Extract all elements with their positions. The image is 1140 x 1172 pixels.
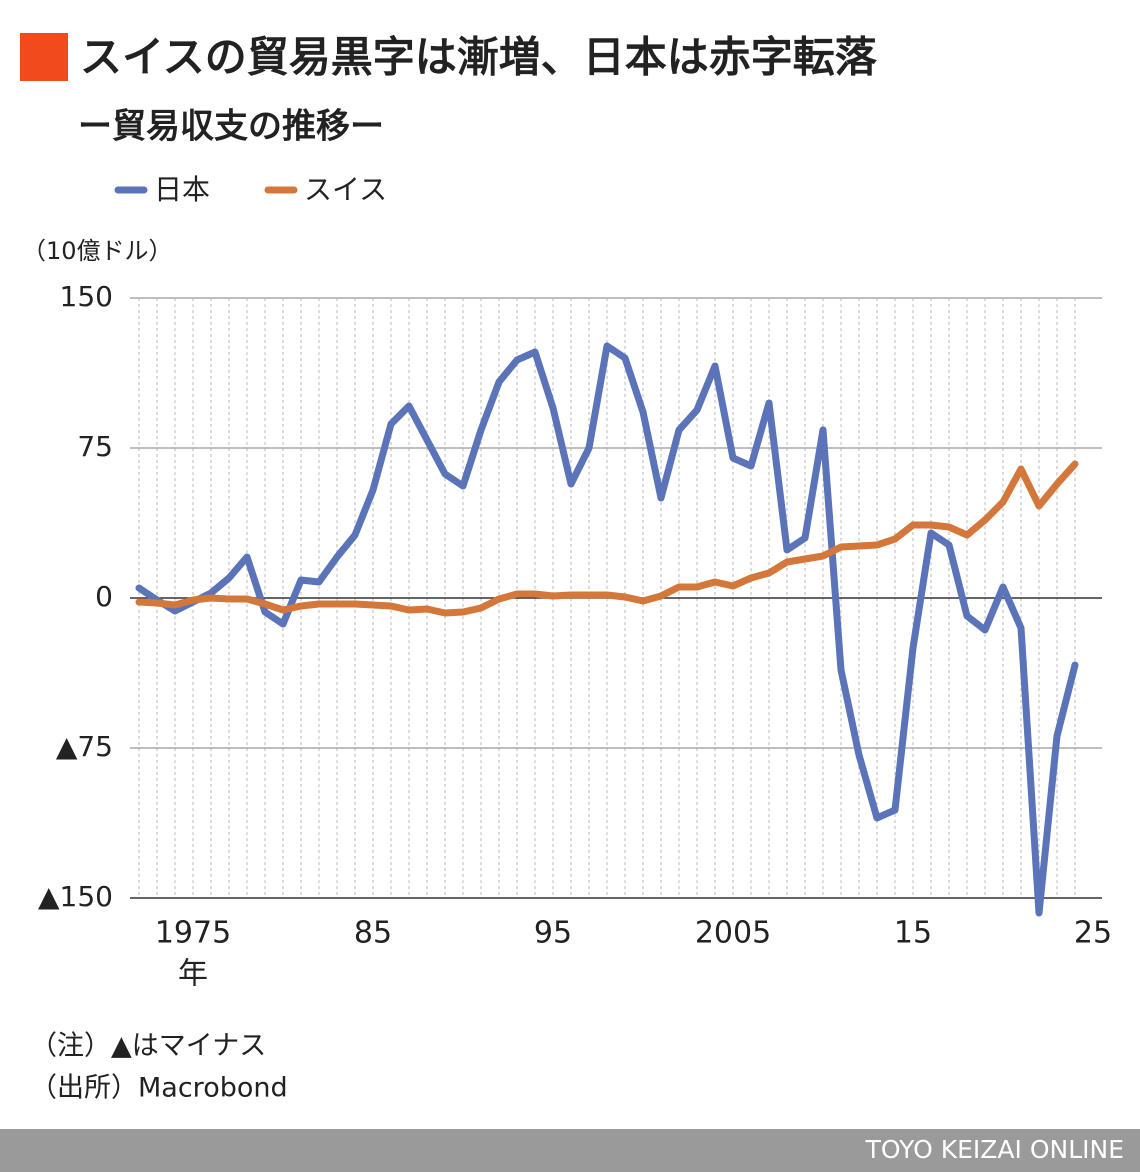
legend-label: 日本 [154, 173, 210, 206]
chart-subtitle: ー貿易収支の推移ー [78, 107, 384, 147]
x-tick-label: 1975 [155, 916, 231, 951]
x-unit: 年 [178, 957, 208, 992]
x-tick-label: 95 [534, 916, 572, 951]
series-line [135, 342, 1079, 917]
legend-label: スイス [304, 173, 387, 206]
y-unit: （10億ドル） [22, 237, 173, 265]
footer: TOYO KEIZAI ONLINE [865, 1135, 1124, 1164]
note: （出所）Macrobond [30, 1073, 288, 1104]
chart-title: スイスの貿易黒字は漸増、日本は赤字転落 [80, 33, 878, 82]
y-tick-label: 0 [95, 580, 113, 613]
y-tick-label: 75 [77, 430, 113, 463]
footer-bar [0, 1129, 1140, 1172]
y-tick-label: ▲150 [38, 880, 113, 913]
x-tick-label: 25 [1074, 916, 1112, 951]
y-tick-label: ▲75 [56, 730, 113, 763]
x-tick-label: 15 [894, 916, 932, 951]
x-tick-label: 85 [354, 916, 392, 951]
title-marker [20, 33, 68, 81]
note: （注）▲はマイナス [30, 1031, 266, 1062]
x-tick-label: 2005 [695, 916, 771, 951]
series-line [135, 460, 1079, 617]
y-tick-label: 150 [60, 280, 113, 313]
